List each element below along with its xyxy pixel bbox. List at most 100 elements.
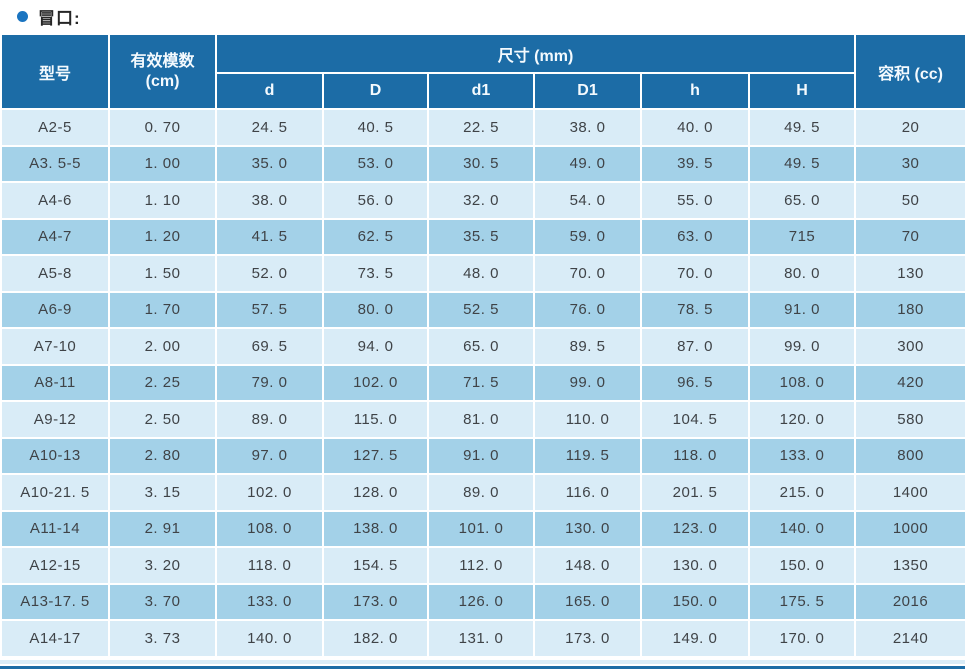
cell-d1: 71. 5	[427, 363, 535, 402]
cell-D1: 99. 0	[533, 363, 642, 402]
cell-modulus: 1. 70	[108, 290, 217, 329]
cell-modulus: 3. 73	[108, 619, 217, 658]
cell-H: 715	[747, 217, 857, 256]
cell-modulus: 2. 25	[108, 363, 217, 402]
cell-d: 133. 0	[215, 582, 324, 621]
table-row: A8-11 2. 25 79. 0 102. 0 71. 5 99. 0 96. 5 108.…	[0, 363, 965, 402]
cell-D: 182. 0	[322, 619, 429, 658]
cell-modulus: 2. 91	[108, 509, 217, 548]
col-header-size-group: 尺寸 (mm)	[214, 33, 857, 74]
cell-d1: 22. 5	[427, 108, 535, 147]
col-header-d: d	[215, 72, 324, 110]
cell-h: 87. 0	[640, 327, 750, 366]
cell-h: 40. 0	[640, 108, 750, 147]
cell-model: A9-12	[0, 400, 110, 439]
cell-modulus: 3. 20	[108, 546, 217, 585]
cell-d: 97. 0	[215, 436, 324, 475]
cell-d1: 131. 0	[427, 619, 535, 658]
cell-model: A6-9	[0, 290, 110, 329]
cell-h: 150. 0	[640, 582, 750, 621]
cell-D: 56. 0	[322, 181, 429, 220]
cell-model: A13-17. 5	[0, 582, 110, 621]
cell-modulus: 3. 15	[108, 473, 217, 512]
cell-d: 41. 5	[215, 217, 324, 256]
cell-modulus: 1. 20	[108, 217, 217, 256]
cell-H: 91. 0	[747, 290, 857, 329]
cell-model: A5-8	[0, 254, 110, 293]
cell-d: 69. 5	[215, 327, 324, 366]
cell-model: A4-7	[0, 217, 110, 256]
cell-H: 150. 0	[747, 546, 857, 585]
cell-modulus: 2. 80	[108, 436, 217, 475]
bullet-icon	[17, 11, 28, 22]
cell-D: 173. 0	[322, 582, 429, 621]
cell-D: 127. 5	[322, 436, 429, 475]
cell-H: 49. 5	[747, 108, 857, 147]
cell-modulus: 2. 00	[108, 327, 217, 366]
cell-D: 102. 0	[322, 363, 429, 402]
cell-volume: 20	[854, 108, 965, 147]
cell-d: 89. 0	[215, 400, 324, 439]
cell-d: 57. 5	[215, 290, 324, 329]
cell-d: 38. 0	[215, 181, 324, 220]
table-row: A14-17 3. 73 140. 0 182. 0 131. 0 173. 0 149. …	[0, 619, 965, 658]
cell-volume: 800	[854, 436, 965, 475]
cell-d1: 126. 0	[427, 582, 535, 621]
cell-h: 55. 0	[640, 181, 750, 220]
cell-h: 78. 5	[640, 290, 750, 329]
cell-d: 108. 0	[215, 509, 324, 548]
cell-volume: 70	[854, 217, 965, 256]
table-row: A7-10 2. 00 69. 5 94. 0 65. 0 89. 5 87. 0 99. 0…	[0, 327, 965, 366]
cell-model: A3. 5-5	[0, 144, 110, 183]
cell-volume: 2140	[854, 619, 965, 658]
cell-H: 65. 0	[747, 181, 857, 220]
cell-d1: 30. 5	[427, 144, 535, 183]
col-header-D: D	[322, 72, 429, 110]
cell-D: 138. 0	[322, 509, 429, 548]
cell-volume: 300	[854, 327, 965, 366]
cell-h: 201. 5	[640, 473, 750, 512]
table-row: A9-12 2. 50 89. 0 115. 0 81. 0 110. 0 104. 5 12…	[0, 400, 965, 439]
col-header-D1: D1	[533, 72, 642, 110]
cell-volume: 130	[854, 254, 965, 293]
cell-modulus: 3. 70	[108, 582, 217, 621]
cell-D: 62. 5	[322, 217, 429, 256]
cell-volume: 420	[854, 363, 965, 402]
cell-model: A11-14	[0, 509, 110, 548]
cell-model: A14-17	[0, 619, 110, 658]
cell-d1: 81. 0	[427, 400, 535, 439]
cell-volume: 180	[854, 290, 965, 329]
next-row-sliver	[0, 659, 965, 664]
cell-volume: 1400	[854, 473, 965, 512]
cell-d1: 48. 0	[427, 254, 535, 293]
cell-volume: 1000	[854, 509, 965, 548]
cell-D1: 59. 0	[533, 217, 642, 256]
table-row: A10-21. 5 3. 15 102. 0 128. 0 89. 0 116. 0 201…	[0, 473, 965, 512]
next-table-header-edge	[0, 665, 965, 669]
cell-D: 53. 0	[322, 144, 429, 183]
cell-d1: 89. 0	[427, 473, 535, 512]
cell-volume: 1350	[854, 546, 965, 585]
cell-d: 118. 0	[215, 546, 324, 585]
cell-h: 118. 0	[640, 436, 750, 475]
cell-modulus: 1. 10	[108, 181, 217, 220]
cell-model: A12-15	[0, 546, 110, 585]
cell-d: 24. 5	[215, 108, 324, 147]
col-header-h: h	[640, 72, 750, 110]
cell-d1: 32. 0	[427, 181, 535, 220]
cell-h: 70. 0	[640, 254, 750, 293]
table-row: A12-15 3. 20 118. 0 154. 5 112. 0 148. 0 130. …	[0, 546, 965, 585]
cell-H: 175. 5	[747, 582, 857, 621]
cell-H: 120. 0	[747, 400, 857, 439]
riser-spec-table: 型号 有效模数 (cm) 尺寸 (mm) 容积 (cc) d D d1 D1 h…	[0, 33, 965, 658]
cell-H: 215. 0	[747, 473, 857, 512]
table-row: A13-17. 5 3. 70 133. 0 173. 0 126. 0 165. 0 15…	[0, 582, 965, 621]
cell-H: 80. 0	[747, 254, 857, 293]
cell-D1: 70. 0	[533, 254, 642, 293]
